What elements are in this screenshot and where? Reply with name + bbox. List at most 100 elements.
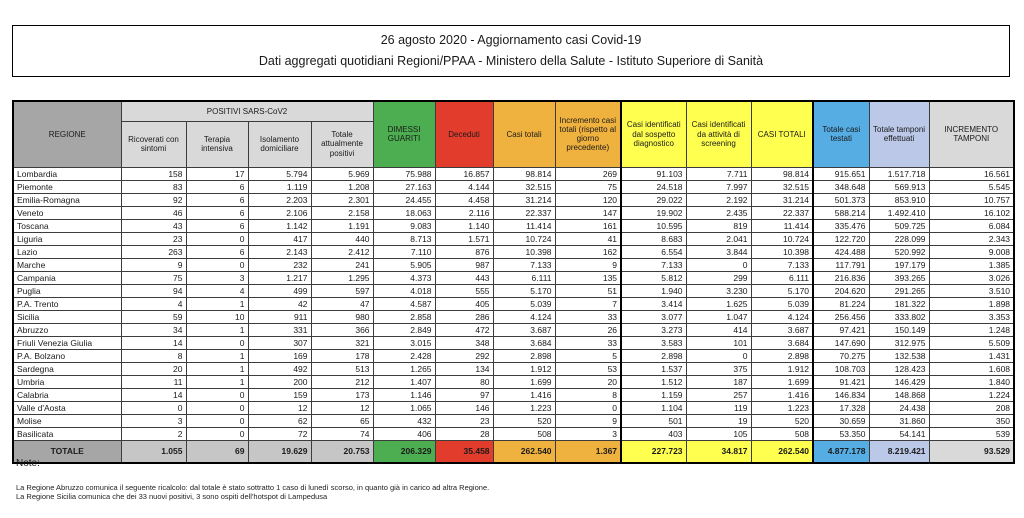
- value-cell: 1.047: [685, 309, 752, 324]
- value-cell: 11.414: [750, 218, 815, 233]
- total-value-cell: 93.529: [928, 439, 1015, 463]
- value-cell: 0: [185, 257, 249, 272]
- value-cell: 1.385: [928, 257, 1015, 272]
- value-cell: 31.860: [868, 413, 930, 428]
- value-cell: 27.163: [372, 179, 436, 194]
- value-cell: 59: [120, 309, 187, 324]
- value-cell: 159: [247, 387, 312, 402]
- table-row: Veneto 46 6 2.106 2.158 18.063 2.116 22.337 147 1…: [12, 205, 1015, 220]
- value-cell: 2.898: [492, 348, 556, 363]
- value-cell: 10.595: [620, 218, 687, 233]
- value-cell: 2.106: [247, 205, 312, 220]
- col-header-screening: Casi identificati da attività di screeni…: [685, 100, 752, 168]
- value-cell: 8: [554, 387, 622, 402]
- value-cell: 915.651: [812, 166, 870, 181]
- region-cell: Calabria: [12, 387, 122, 402]
- region-cell: Umbria: [12, 374, 122, 389]
- table-row: Sardegna 20 1 492 513 1.265 134 1.912 53 1.537 375…: [12, 361, 1015, 376]
- value-cell: 1: [185, 374, 249, 389]
- value-cell: 75.988: [372, 166, 436, 181]
- col-header-casi-totali-caps: CASI TOTALI: [750, 100, 815, 168]
- value-cell: 414: [685, 322, 752, 337]
- value-cell: 6: [185, 218, 249, 233]
- value-cell: 1: [185, 361, 249, 376]
- table-row: Abruzzo 34 1 331 366 2.849 472 3.687 26 3.273 414 3…: [12, 322, 1015, 337]
- value-cell: 1.625: [685, 296, 752, 311]
- value-cell: 134: [434, 361, 494, 376]
- value-cell: 3: [185, 270, 249, 285]
- value-cell: 3: [120, 413, 187, 428]
- table-row: Campania 75 3 1.217 1.295 4.373 443 6.111 135 5.8…: [12, 270, 1015, 285]
- value-cell: 11.414: [492, 218, 556, 233]
- value-cell: 94: [120, 283, 187, 298]
- value-cell: 91.421: [812, 374, 870, 389]
- value-cell: 3.583: [620, 335, 687, 350]
- value-cell: 23: [120, 231, 187, 246]
- value-cell: 46: [120, 205, 187, 220]
- value-cell: 148.868: [868, 387, 930, 402]
- region-cell: P.A. Bolzano: [12, 348, 122, 363]
- region-cell: Sardegna: [12, 361, 122, 376]
- value-cell: 1.912: [750, 361, 815, 376]
- value-cell: 20: [120, 361, 187, 376]
- value-cell: 1.699: [750, 374, 815, 389]
- value-cell: 208: [928, 400, 1015, 415]
- value-cell: 853.910: [868, 192, 930, 207]
- value-cell: 508: [750, 426, 815, 441]
- region-cell: Abruzzo: [12, 322, 122, 337]
- value-cell: 1: [185, 296, 249, 311]
- value-cell: 286: [434, 309, 494, 324]
- value-cell: 9: [120, 257, 187, 272]
- total-value-cell: 8.219.421: [868, 439, 930, 463]
- value-cell: 7.110: [372, 244, 436, 259]
- value-cell: 3.273: [620, 322, 687, 337]
- value-cell: 0: [685, 348, 752, 363]
- col-group-positivi: POSITIVI SARS-CoV2: [120, 100, 374, 122]
- value-cell: 32.515: [750, 179, 815, 194]
- value-cell: 47: [310, 296, 374, 311]
- value-cell: 65: [310, 413, 374, 428]
- value-cell: 162: [554, 244, 622, 259]
- value-cell: 1.065: [372, 400, 436, 415]
- value-cell: 161: [554, 218, 622, 233]
- region-cell: Liguria: [12, 231, 122, 246]
- value-cell: 2.435: [685, 205, 752, 220]
- value-cell: 19: [685, 413, 752, 428]
- value-cell: 3.687: [750, 322, 815, 337]
- total-value-cell: 34.817: [685, 439, 752, 463]
- value-cell: 1.699: [492, 374, 556, 389]
- value-cell: 98.814: [750, 166, 815, 181]
- value-cell: 4.124: [750, 309, 815, 324]
- value-cell: 9.083: [372, 218, 436, 233]
- note-sicilia: La Regione Sicilia comunica che dei 33 n…: [16, 492, 328, 502]
- table-row: Calabria 14 0 159 173 1.146 97 1.416 8 1.159 257 1.…: [12, 387, 1015, 402]
- region-cell: Lombardia: [12, 166, 122, 181]
- table-row: Marche 9 0 232 241 5.905 987 7.133 9 7.133 0 7.133 1…: [12, 257, 1015, 272]
- value-cell: 2.849: [372, 322, 436, 337]
- value-cell: 1.608: [928, 361, 1015, 376]
- value-cell: 569.913: [868, 179, 930, 194]
- col-header-terapia-intensiva: Terapia intensiva: [185, 120, 249, 168]
- value-cell: 54.141: [868, 426, 930, 441]
- total-value-cell: 4.877.178: [812, 439, 870, 463]
- table-body: Lombardia 158 17 5.794 5.969 75.988 16.857 98.8…: [12, 166, 1015, 463]
- value-cell: 91.103: [620, 166, 687, 181]
- value-cell: 20: [554, 374, 622, 389]
- value-cell: 1.431: [928, 348, 1015, 363]
- value-cell: 5.794: [247, 166, 312, 181]
- value-cell: 10.724: [492, 231, 556, 246]
- col-header-ricoverati: Ricoverati con sintomi: [120, 120, 187, 168]
- value-cell: 1.898: [928, 296, 1015, 311]
- value-cell: 348: [434, 335, 494, 350]
- value-cell: 0: [685, 257, 752, 272]
- value-cell: 1.840: [928, 374, 1015, 389]
- value-cell: 1.119: [247, 179, 312, 194]
- value-cell: 819: [685, 218, 752, 233]
- value-cell: 7.711: [685, 166, 752, 181]
- value-cell: 597: [310, 283, 374, 298]
- value-cell: 200: [247, 374, 312, 389]
- col-header-casi-totali: Casi totali: [492, 100, 556, 168]
- value-cell: 146.429: [868, 374, 930, 389]
- value-cell: 2.301: [310, 192, 374, 207]
- value-cell: 8.683: [620, 231, 687, 246]
